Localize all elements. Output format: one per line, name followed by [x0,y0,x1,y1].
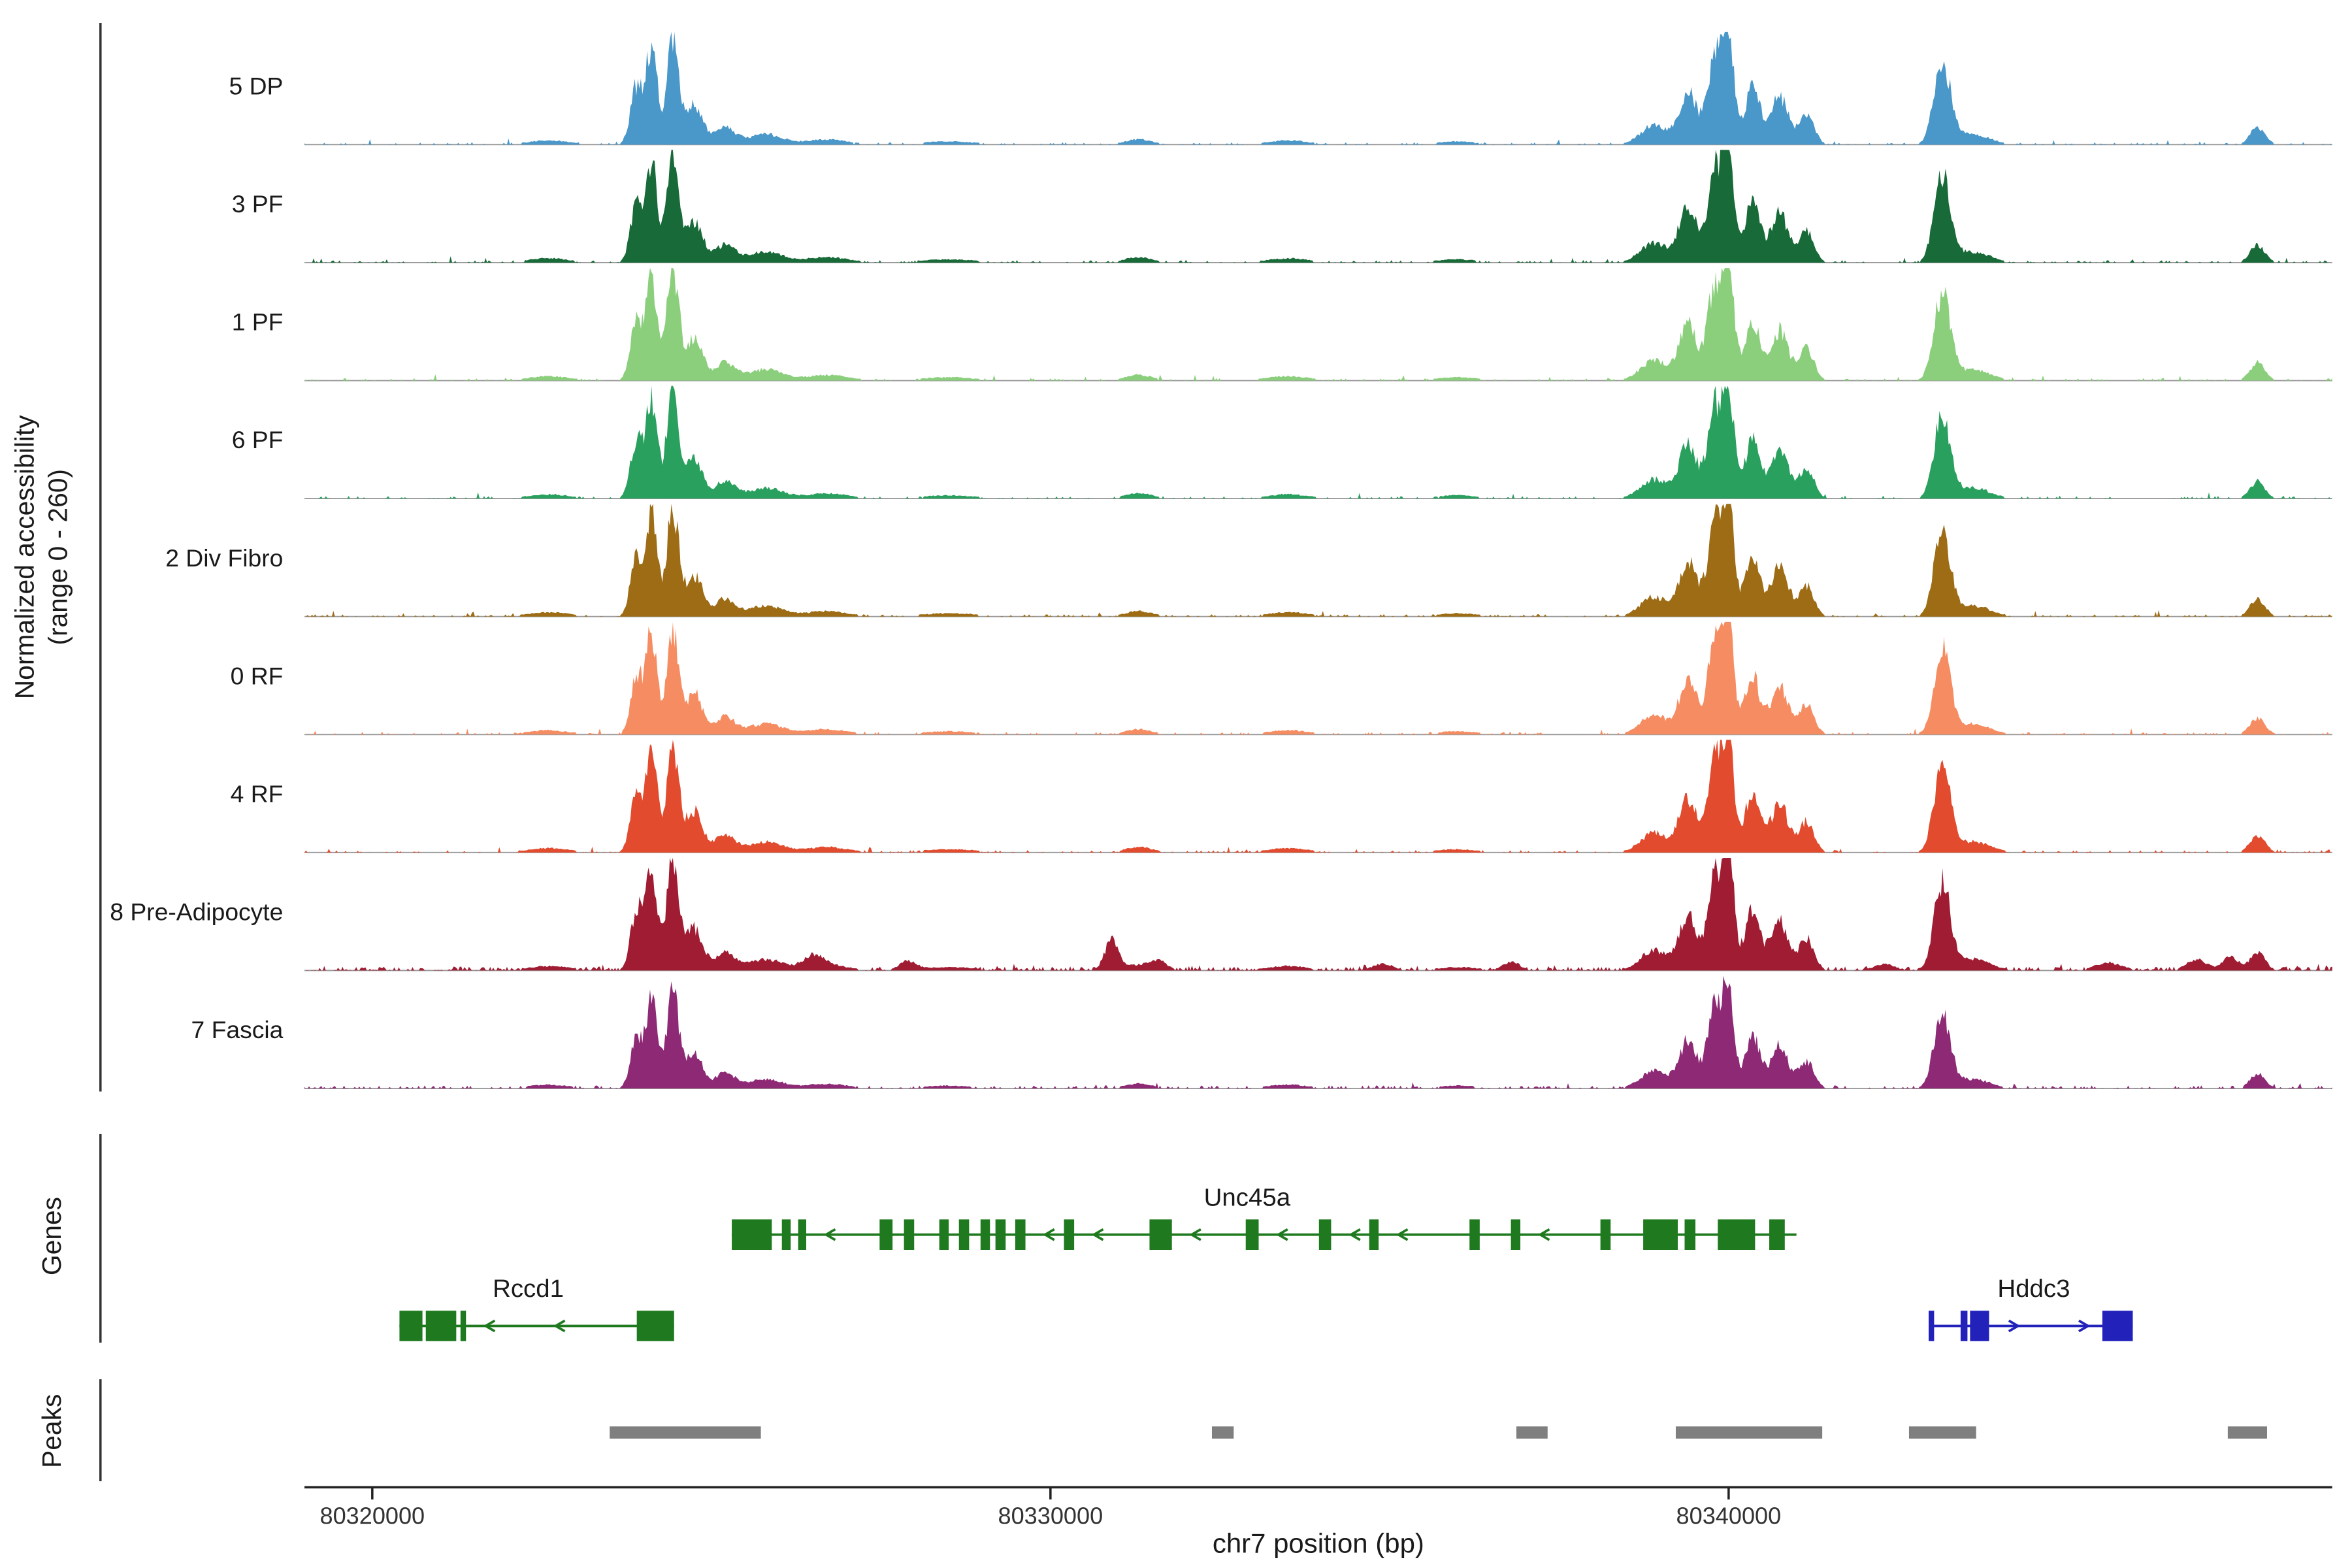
track-label: 8 Pre-Adipocyte [110,898,283,926]
x-axis: chr7 position (bp) 80320000 80330000 80340… [304,1486,2332,1559]
exon [460,1311,466,1341]
gene-hddc3: Hddc3 [1929,1275,2133,1341]
peak-calls [610,1426,2267,1439]
exon [399,1311,423,1341]
gene-unc45a: Unc45a [731,1183,1797,1250]
track-label: 6 PF [232,426,284,453]
track-label: 0 RF [231,662,284,689]
exon [904,1219,915,1250]
signal-area [304,621,2332,735]
peaks-section-label: Peaks [37,1394,67,1468]
x-tick-label: 80340000 [1676,1502,1782,1529]
exon [2102,1311,2133,1341]
exon [1643,1219,1678,1250]
strand-arrow-icon [2008,1319,2021,1333]
track-7-fascia: 7 Fascia [191,975,2332,1089]
exon [636,1311,674,1341]
signal-area [304,268,2332,381]
exon [1769,1219,1785,1250]
exon [995,1219,1006,1250]
peak-bar [1211,1426,1234,1439]
exon [1318,1219,1331,1250]
exon [1369,1219,1379,1250]
signal-tracks: 5 DP 3 PF 1 PF 6 PF 2 Div Fibro 0 RF 4 RF 8 Pre… [110,31,2332,1089]
y-axis-label-line2: (range 0 - 260) [43,469,73,645]
strand-arrow-icon [1396,1228,1409,1241]
peak-bar [1516,1426,1548,1439]
track-label: 1 PF [232,308,284,336]
track-8-pre-adipocyte: 8 Pre-Adipocyte [110,858,2332,972]
y-axis-label-line1: Normalized accessibility [9,415,39,700]
strand-arrow-icon [553,1319,566,1333]
strand-arrow-icon [1348,1228,1361,1241]
exon [732,1219,772,1250]
exon [939,1219,949,1250]
x-axis-title: chr7 position (bp) [1213,1528,1424,1559]
track-5-dp: 5 DP [229,31,2332,146]
track-2-div-fibro: 2 Div Fibro [165,504,2332,617]
exon [879,1219,893,1250]
exon [781,1219,791,1250]
gene-name-label: Unc45a [1204,1183,1291,1211]
exon [1970,1311,1989,1341]
strand-arrow-icon [823,1228,836,1241]
signal-area [304,150,2332,263]
strand-arrow-icon [1043,1228,1055,1241]
strand-arrow-icon [1537,1228,1550,1241]
track-label: 7 Fascia [191,1016,284,1043]
gene-models: Rccd1 Unc45a Hddc3 [399,1183,2133,1341]
exon [1015,1219,1026,1250]
x-tick-label: 80320000 [319,1502,425,1529]
track-6-pf: 6 PF [232,385,2332,500]
peak-bar [610,1426,761,1439]
strand-arrow-icon [1276,1228,1288,1241]
exon [1929,1311,1935,1341]
track-0-rf: 0 RF [231,621,2332,736]
exon [425,1311,457,1341]
exon [1511,1219,1521,1250]
x-tick-label: 80330000 [998,1502,1103,1529]
strand-arrow-icon [1189,1228,1201,1241]
exon [798,1219,807,1250]
signal-area [304,858,2332,971]
peak-bar [1908,1426,1976,1439]
exon [958,1219,970,1250]
exon [1064,1219,1075,1250]
gene-name-label: Hddc3 [1997,1275,2070,1303]
left-annotation: Normalized accessibility (range 0 - 260)… [9,22,102,1482]
peak-bar [1675,1426,1823,1439]
gene-name-label: Rccd1 [493,1275,564,1303]
exon [1960,1311,1968,1341]
signal-area [304,31,2332,145]
track-1-pf: 1 PF [232,268,2332,382]
signal-area [304,385,2332,499]
signal-area [304,975,2332,1089]
exon [1149,1219,1172,1250]
exon [980,1219,990,1250]
peak-bar [2227,1426,2267,1439]
strand-arrow-icon [2078,1319,2091,1333]
track-label: 4 RF [231,780,284,808]
exon [1684,1219,1696,1250]
track-4-rf: 4 RF [231,740,2332,853]
strand-arrow-icon [483,1319,496,1333]
strand-arrow-icon [1091,1228,1104,1241]
gene-rccd1: Rccd1 [399,1275,674,1341]
track-label: 5 DP [229,72,284,99]
exon [1718,1219,1756,1250]
track-label: 2 Div Fibro [165,544,283,572]
genes-section-label: Genes [37,1197,67,1275]
signal-area [304,740,2332,853]
track-label: 3 PF [232,190,284,218]
exon [1469,1219,1480,1250]
track-3-pf: 3 PF [232,150,2332,263]
exon [1245,1219,1259,1250]
exon [1600,1219,1611,1250]
signal-area [304,504,2332,617]
